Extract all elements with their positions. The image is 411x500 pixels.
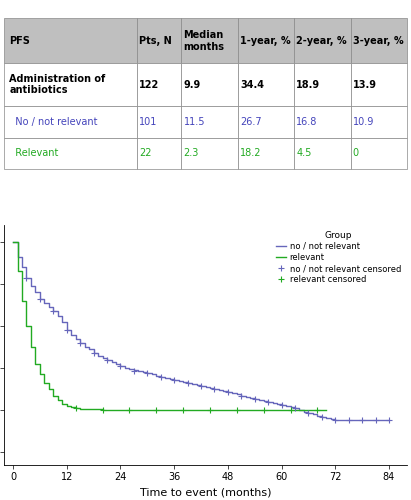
Point [180, 406, 187, 414]
Point [153, 406, 159, 414]
Point [252, 394, 258, 402]
Point [314, 406, 321, 414]
Point [144, 370, 150, 378]
Legend: no / not relevant, relevant, no / not relevant censored, relevant censored: no / not relevant, relevant, no / not re… [275, 229, 403, 286]
Point [90, 350, 97, 358]
Point [211, 385, 218, 393]
Point [261, 406, 267, 414]
Point [157, 372, 164, 380]
Point [292, 404, 298, 412]
Point [372, 416, 379, 424]
Point [77, 339, 83, 347]
Point [207, 406, 213, 414]
Point [198, 382, 204, 390]
Point [171, 376, 178, 384]
Point [305, 410, 312, 418]
Point [104, 356, 110, 364]
Point [332, 416, 339, 424]
Point [50, 308, 57, 316]
Point [99, 406, 106, 414]
Point [386, 416, 392, 424]
Point [224, 388, 231, 396]
Point [287, 406, 294, 414]
Point [131, 368, 137, 376]
Point [184, 379, 191, 387]
Point [63, 326, 70, 334]
Point [278, 401, 285, 409]
Point [72, 404, 79, 412]
X-axis label: Time to event (months): Time to event (months) [140, 488, 271, 498]
Point [345, 416, 352, 424]
Point [359, 416, 365, 424]
Point [233, 406, 240, 414]
Point [265, 398, 271, 406]
Point [238, 392, 245, 400]
Point [126, 406, 133, 414]
Point [23, 274, 30, 281]
Point [319, 412, 325, 420]
Point [117, 362, 124, 370]
Point [37, 294, 43, 302]
